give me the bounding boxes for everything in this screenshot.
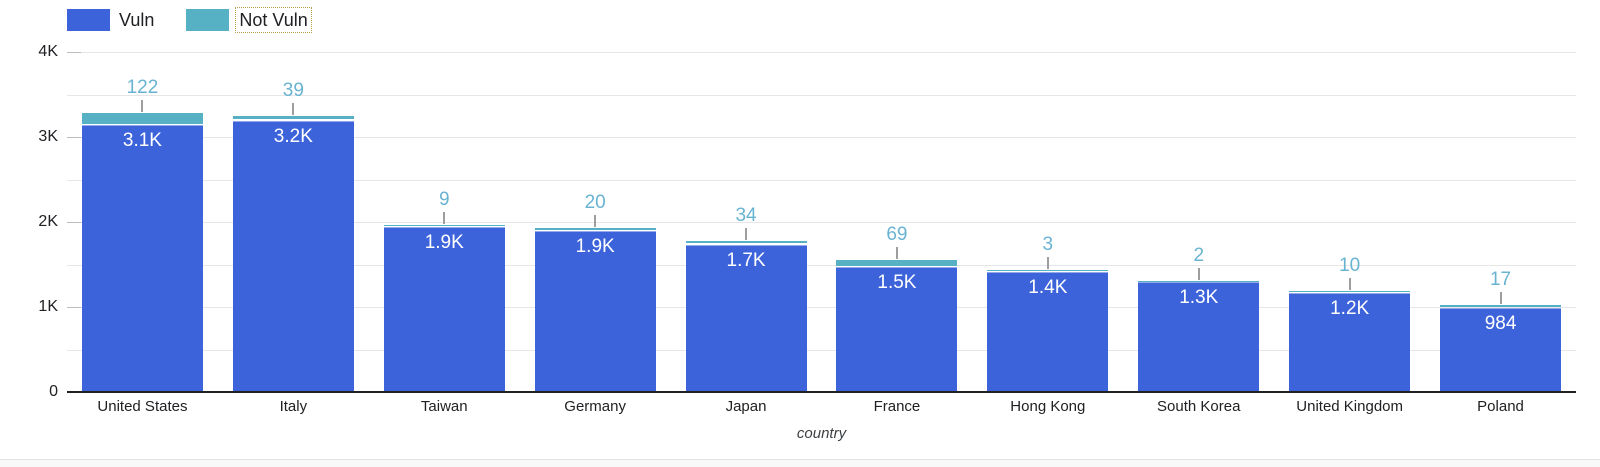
gridline: [67, 264, 1576, 266]
notvuln-value-label: 10: [1339, 255, 1361, 277]
legend-item-not-vuln[interactable]: Not Vuln: [186, 7, 312, 33]
notvuln-bar-segment[interactable]: [685, 240, 807, 244]
vuln-bar-segment[interactable]: [232, 120, 354, 393]
y-axis-label: 1K: [38, 298, 58, 315]
vuln-bar-segment[interactable]: [987, 272, 1109, 393]
notvuln-bar-segment[interactable]: [81, 113, 203, 124]
notvuln-value-label: 39: [282, 80, 304, 102]
notvuln-bar-segment[interactable]: [232, 116, 354, 120]
notvuln-value-label: 3: [1042, 234, 1054, 256]
vuln-bar-segment[interactable]: [534, 231, 656, 393]
y-axis-tick: [67, 222, 81, 223]
notvuln-bar-segment[interactable]: [1289, 291, 1411, 292]
vuln-bar-segment[interactable]: [836, 267, 958, 393]
y-axis-tick: [67, 137, 81, 138]
y-axis-label: 3K: [38, 128, 58, 145]
legend-item-vuln[interactable]: Vuln: [67, 8, 157, 32]
notvuln-value-label: 9: [438, 188, 450, 210]
bottom-divider: [0, 459, 1600, 460]
vuln-bar-segment[interactable]: [1440, 308, 1562, 393]
x-axis-label: United States: [97, 398, 188, 415]
x-axis-label: Japan: [725, 398, 767, 415]
x-axis-line: [67, 391, 1576, 393]
notvuln-value-label: 2: [1193, 244, 1205, 266]
notvuln-value-label: 20: [584, 192, 606, 214]
label-connector-line: [1499, 292, 1502, 305]
label-connector-line: [1046, 257, 1049, 270]
notvuln-bar-segment[interactable]: [534, 228, 656, 230]
notvuln-bar-segment[interactable]: [383, 224, 505, 226]
x-axis-label: Poland: [1477, 398, 1524, 415]
x-axis-label: France: [873, 398, 921, 415]
label-connector-line: [745, 227, 748, 240]
legend-swatch-vuln-icon: [67, 9, 110, 31]
notvuln-value-label: 34: [735, 204, 757, 226]
legend: Vuln Not Vuln: [67, 7, 312, 33]
legend-swatch-not-vuln-icon: [186, 9, 230, 31]
gridline: [67, 307, 1576, 308]
label-connector-line: [1197, 267, 1200, 280]
notvuln-value-label: 69: [886, 223, 908, 245]
x-axis-label: South Korea: [1157, 398, 1241, 415]
x-axis-label: United Kingdom: [1296, 398, 1403, 415]
label-connector-line: [141, 100, 144, 113]
x-axis-title: country: [796, 425, 847, 442]
label-connector-line: [443, 211, 446, 224]
label-connector-line: [1348, 278, 1351, 291]
y-axis-label: 4K: [38, 43, 58, 60]
x-axis-label: Germany: [564, 398, 626, 415]
gridline: [67, 94, 1576, 96]
label-connector-line: [895, 246, 898, 259]
notvuln-bar-segment[interactable]: [836, 259, 958, 266]
gridline: [67, 179, 1576, 181]
legend-label-not-vuln: Not Vuln: [235, 7, 312, 33]
x-axis-label: Italy: [279, 398, 308, 415]
label-connector-line: [292, 103, 295, 116]
gridline: [67, 222, 1576, 223]
bottom-strip: [0, 460, 1600, 467]
vuln-bar-segment[interactable]: [1138, 282, 1260, 393]
legend-label-vuln: Vuln: [119, 10, 155, 30]
notvuln-bar-segment[interactable]: [1440, 305, 1562, 307]
x-axis-label: Taiwan: [420, 398, 468, 415]
vuln-bar-segment[interactable]: [685, 244, 807, 393]
vuln-bar-segment[interactable]: [383, 227, 505, 393]
notvuln-value-label: 17: [1489, 269, 1512, 291]
x-axis-label: Hong Kong: [1010, 398, 1086, 415]
y-axis-label: 0: [49, 383, 58, 400]
gridline: [67, 137, 1576, 138]
notvuln-value-label: 122: [126, 77, 159, 99]
vuln-bar-segment[interactable]: [1289, 293, 1411, 393]
vuln-bar-segment[interactable]: [81, 125, 203, 393]
gridline: [67, 52, 1576, 53]
label-connector-line: [594, 215, 597, 228]
y-axis-tick: [67, 307, 81, 308]
gridline: [67, 349, 1576, 351]
y-axis-label: 2K: [38, 213, 58, 230]
y-axis-tick: [67, 52, 81, 53]
